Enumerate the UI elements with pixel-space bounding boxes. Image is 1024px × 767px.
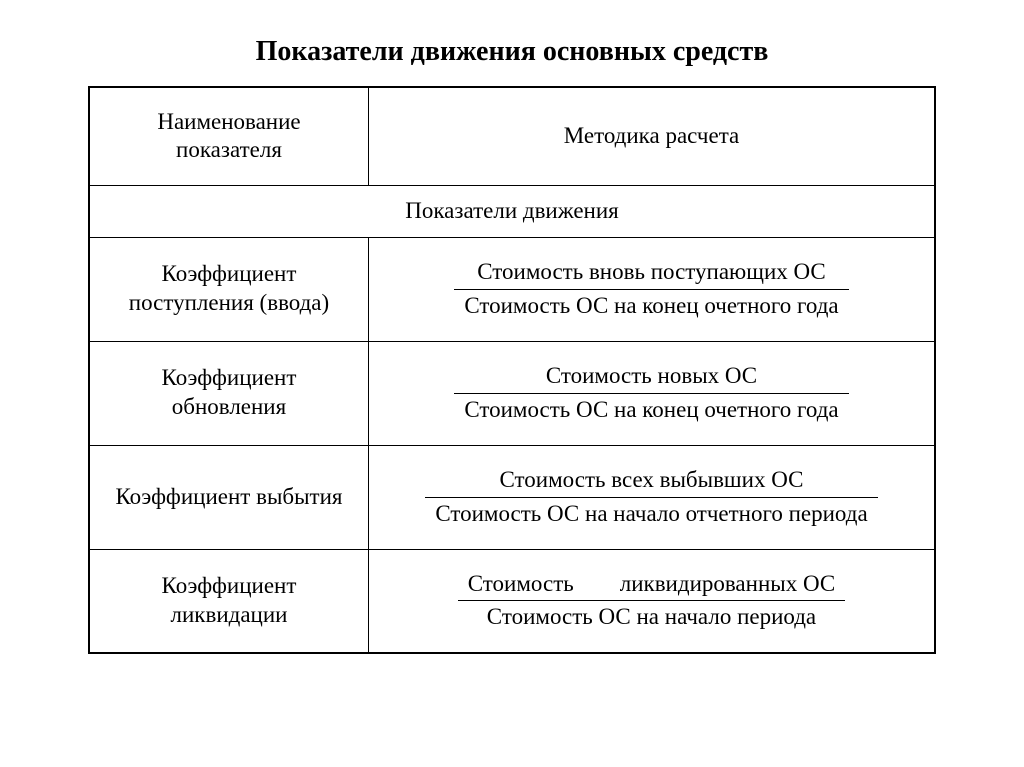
indicator-formula-cell: Стоимость всех выбывших ОС Стоимость ОС … <box>368 445 935 549</box>
formula-fraction: Стоимость всех выбывших ОС Стоимость ОС … <box>425 466 877 529</box>
formula-denominator: Стоимость ОС на начало периода <box>458 601 845 632</box>
table-row: Коэффициентобновления Стоимость новых ОС… <box>89 341 935 445</box>
indicator-name-cell: Коэффициент выбытия <box>89 445 368 549</box>
indicator-name: Коэффициентпоступления (ввода) <box>129 261 329 315</box>
indicator-formula-cell: Стоимость вновь поступающих ОС Стоимость… <box>368 237 935 341</box>
indicators-table: Наименованиепоказателя Методика расчета … <box>88 86 936 654</box>
formula-denominator: Стоимость ОС на конец очетного года <box>454 394 848 425</box>
formula-denominator: Стоимость ОС на начало отчетного периода <box>425 498 877 529</box>
formula-fraction: Стоимость вновь поступающих ОС Стоимость… <box>454 258 848 321</box>
formula-numerator: Стоимость всех выбывших ОС <box>425 466 877 498</box>
page-title: Показатели движения основных средств <box>256 36 769 68</box>
indicator-name: Коэффициентликвидации <box>162 573 297 627</box>
table-header-row: Наименованиепоказателя Методика расчета <box>89 87 935 185</box>
header-name-text: Наименованиепоказателя <box>157 109 300 163</box>
indicator-name: Коэффициент выбытия <box>115 484 342 509</box>
formula-fraction: Стоимость ликвидированных ОС Стоимость О… <box>458 570 845 633</box>
formula-fraction: Стоимость новых ОС Стоимость ОС на конец… <box>454 362 848 425</box>
indicator-formula-cell: Стоимость новых ОС Стоимость ОС на конец… <box>368 341 935 445</box>
indicator-formula-cell: Стоимость ликвидированных ОС Стоимость О… <box>368 549 935 653</box>
section-label: Показатели движения <box>405 198 619 223</box>
header-cell-method: Методика расчета <box>368 87 935 185</box>
header-cell-name: Наименованиепоказателя <box>89 87 368 185</box>
formula-denominator: Стоимость ОС на конец очетного года <box>454 290 848 321</box>
section-cell: Показатели движения <box>89 185 935 237</box>
indicator-name-cell: Коэффициентобновления <box>89 341 368 445</box>
formula-numerator: Стоимость вновь поступающих ОС <box>454 258 848 290</box>
formula-numerator: Стоимость новых ОС <box>454 362 848 394</box>
indicator-name-cell: Коэффициентликвидации <box>89 549 368 653</box>
header-method-text: Методика расчета <box>564 123 740 148</box>
table-row: Коэффициент выбытия Стоимость всех выбыв… <box>89 445 935 549</box>
table-row: Коэффициентпоступления (ввода) Стоимость… <box>89 237 935 341</box>
indicator-name-cell: Коэффициентпоступления (ввода) <box>89 237 368 341</box>
section-row: Показатели движения <box>89 185 935 237</box>
formula-numerator: Стоимость ликвидированных ОС <box>458 570 845 602</box>
table-row: Коэффициентликвидации Стоимость ликвидир… <box>89 549 935 653</box>
indicator-name: Коэффициентобновления <box>162 365 297 419</box>
